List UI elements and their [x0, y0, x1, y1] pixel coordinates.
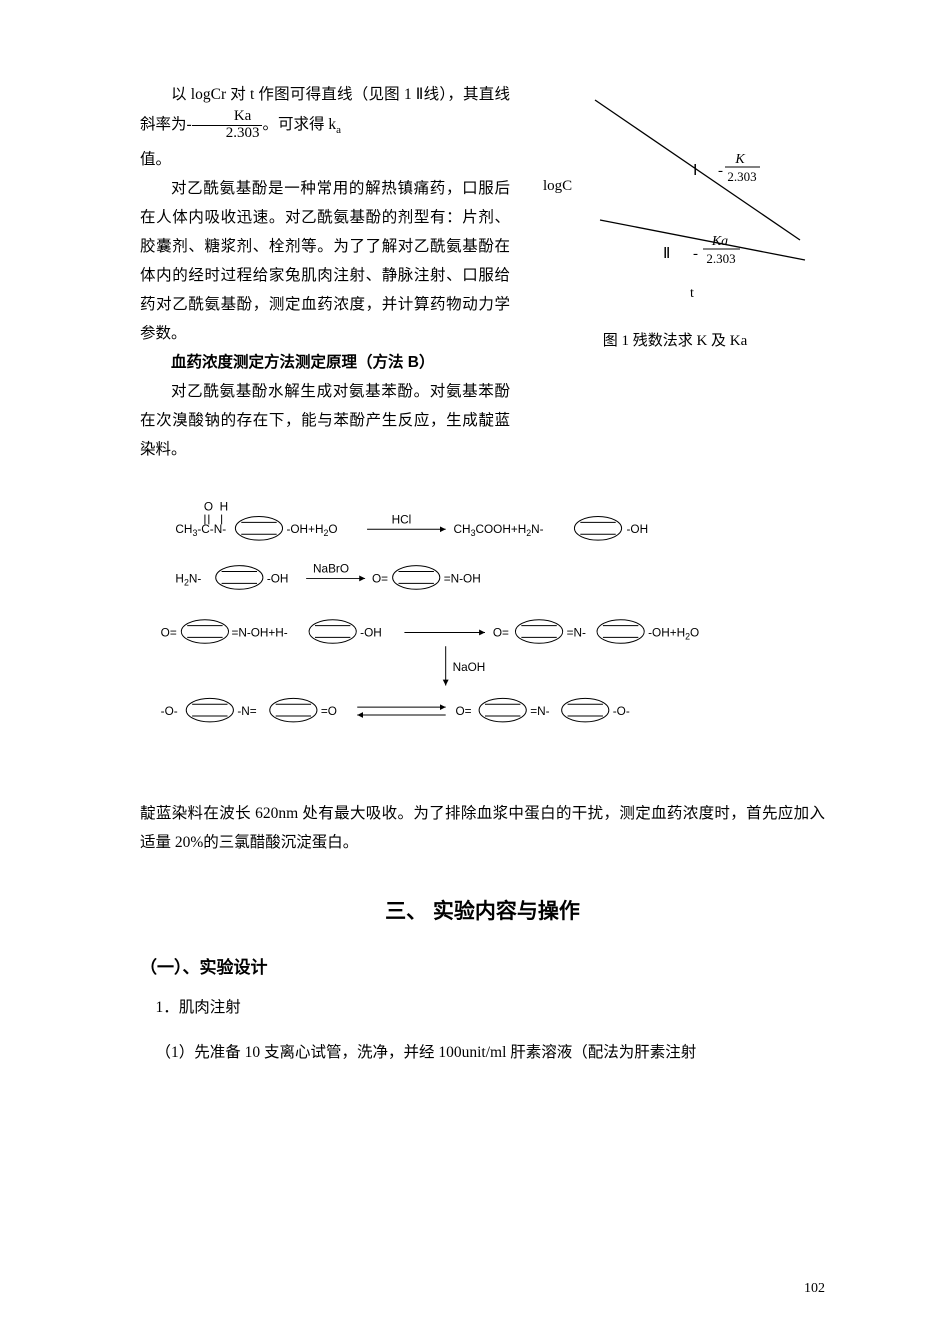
svg-text:-O-: -O-	[613, 705, 630, 718]
method-title: 血药浓度测定方法测定原理（方法 B）	[140, 348, 510, 377]
svg-text:CH3COOH+H2N-: CH3COOH+H2N-	[454, 523, 544, 538]
item-1: 1．肌肉注射	[140, 993, 825, 1022]
svg-text:=N-OH: =N-OH	[444, 572, 481, 585]
line1-num: K	[734, 152, 745, 167]
svg-text:-OH+H2O: -OH+H2O	[648, 626, 699, 641]
svg-text:NaOH: NaOH	[453, 661, 486, 674]
top-tail-end: 值。	[140, 145, 510, 174]
reaction-row-1: CH3-C-N- O H -OH+H2O HCl CH3COOH+H2N-	[175, 501, 648, 540]
svg-text:O=: O=	[456, 705, 472, 718]
svg-text:NaBrO: NaBrO	[313, 562, 349, 575]
page-number: 102	[804, 1281, 825, 1297]
top-tail-sub: a	[336, 124, 341, 136]
frac-den: 2.303	[192, 125, 263, 142]
chart-xlabel: t	[690, 286, 694, 301]
reaction-scheme: CH3-C-N- O H -OH+H2O HCl CH3COOH+H2N-	[150, 489, 815, 779]
line1-den: 2.303	[727, 169, 756, 184]
frac-num: Ka	[200, 109, 255, 125]
line2-label: Ⅱ	[663, 246, 670, 262]
line2-neg: -	[693, 246, 698, 262]
page-root: 以 logCr 对 t 作图可得直线（见图 1 Ⅱ线），其直线斜率为-Ka2.3…	[0, 0, 945, 1337]
slope-fraction: Ka2.303	[192, 109, 263, 142]
svg-text:O=: O=	[493, 626, 509, 639]
line2-den: 2.303	[706, 251, 735, 266]
line1-neg: -	[718, 163, 723, 179]
sub-heading: （一）、实验设计	[140, 953, 825, 978]
line1-label: Ⅰ	[693, 163, 697, 179]
two-column-block: 以 logCr 对 t 作图可得直线（见图 1 Ⅱ线），其直线斜率为-Ka2.3…	[140, 80, 825, 464]
margin-mark	[0, 430, 5, 458]
para-3: 对乙酰氨基酚水解生成对氨基苯酚。对氨基苯酚在次溴酸钠的存在下，能与苯酚产生反应，…	[140, 377, 510, 464]
reaction-vertical-arrow: NaOH	[446, 646, 486, 685]
chart-line-2	[600, 220, 805, 260]
after-reaction-para: 靛蓝染料在波长 620nm 处有最大吸收。为了排除血浆中蛋白的干扰，测定血药浓度…	[140, 799, 825, 857]
svg-text:O=: O=	[161, 626, 177, 639]
reaction-row-3: O= =N-OH+H- -OH O=	[161, 620, 700, 644]
svg-text:H2N-: H2N-	[175, 572, 201, 587]
svg-text:O=: O=	[372, 572, 388, 585]
reaction-row-2: H2N- -OH NaBrO O= =N-OH	[175, 562, 480, 589]
svg-text:H: H	[220, 501, 229, 514]
top-tail: 。可求得 k	[262, 116, 336, 133]
svg-text:=N-OH+H-: =N-OH+H-	[231, 626, 287, 639]
left-text-column: 以 logCr 对 t 作图可得直线（见图 1 Ⅱ线），其直线斜率为-Ka2.3…	[140, 80, 510, 464]
svg-text:-OH: -OH	[267, 572, 289, 585]
reaction-svg: CH3-C-N- O H -OH+H2O HCl CH3COOH+H2N-	[150, 489, 820, 774]
svg-text:O: O	[204, 501, 213, 514]
svg-text:-OH: -OH	[627, 523, 649, 536]
residual-chart: Ⅰ - K 2.303 Ⅱ - Ka 2.303 logC t	[525, 80, 825, 320]
svg-text:=O: =O	[321, 705, 337, 718]
para-top: 以 logCr 对 t 作图可得直线（见图 1 Ⅱ线），其直线斜率为-Ka2.3…	[140, 80, 510, 145]
svg-text:-O-: -O-	[161, 705, 178, 718]
chart-column: Ⅰ - K 2.303 Ⅱ - Ka 2.303 logC t 图 1 残数法求…	[525, 80, 825, 464]
svg-text:-N=: -N=	[237, 705, 256, 718]
svg-text:=N-: =N-	[530, 705, 549, 718]
svg-text:HCl: HCl	[392, 513, 412, 526]
reaction-row-5: -O- -N= =O O=	[161, 698, 630, 722]
chart-line-1	[595, 100, 800, 240]
svg-text:CH3-C-N-: CH3-C-N-	[175, 523, 226, 538]
para-2: 对乙酰氨基酚是一种常用的解热镇痛药，口服后在人体内吸收迅速。对乙酰氨基酚的剂型有…	[140, 174, 510, 348]
chart-caption: 图 1 残数法求 K 及 Ka	[525, 329, 825, 350]
svg-text:-OH: -OH	[360, 626, 382, 639]
section-heading: 三、 实验内容与操作	[140, 895, 825, 925]
svg-text:-OH+H2O: -OH+H2O	[286, 523, 337, 538]
item-1-body: （1）先准备 10 支离心试管，洗净，并经 100unit/ml 肝素溶液（配法…	[140, 1038, 825, 1067]
line2-num: Ka	[711, 234, 728, 249]
svg-text:=N-: =N-	[567, 626, 586, 639]
chart-ylabel: logC	[543, 178, 572, 194]
